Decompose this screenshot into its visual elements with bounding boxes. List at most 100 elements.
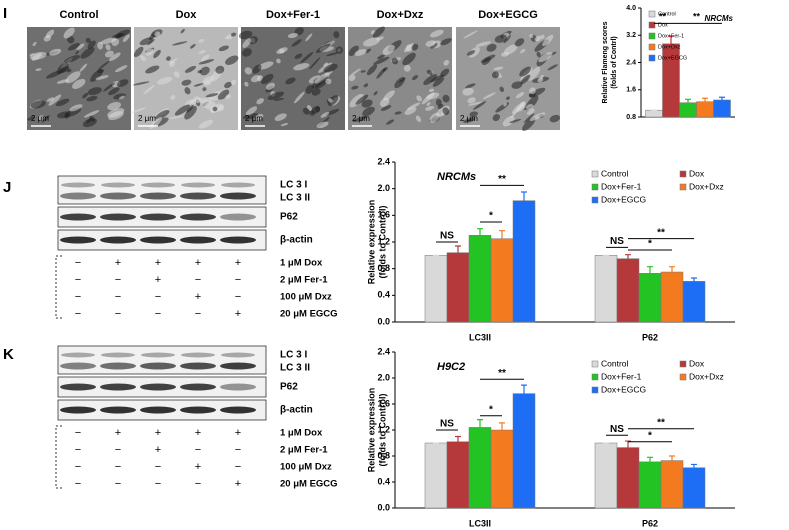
texture: [394, 111, 402, 115]
x-tick-label: P62: [642, 518, 658, 528]
legend-swatch: [648, 54, 656, 62]
texture: [105, 44, 111, 51]
treatment-mark: +: [115, 257, 121, 269]
treatment-mark: +: [195, 257, 201, 269]
texture: [538, 51, 553, 63]
treatment-mark: −: [155, 291, 161, 303]
texture: [109, 52, 121, 61]
texture: [225, 55, 239, 65]
texture: [547, 64, 558, 71]
texture: [443, 60, 450, 66]
treatment-mark: −: [195, 274, 201, 286]
texture: [361, 99, 373, 108]
texture: [139, 37, 153, 46]
micrograph-label: Dox: [176, 9, 198, 21]
band: [60, 192, 96, 200]
texture: [155, 109, 170, 120]
band: [220, 192, 256, 200]
y-tick-label: 1.6: [377, 398, 390, 408]
bar: [660, 271, 684, 323]
y-tick-label: 0.4: [377, 290, 390, 300]
treatment-mark: −: [235, 291, 241, 303]
significance-label: **: [657, 227, 665, 238]
treatment-mark: +: [195, 291, 201, 303]
bar: [424, 255, 448, 323]
texture: [480, 54, 496, 63]
texture: [467, 97, 476, 104]
legend-label: Control: [601, 168, 629, 178]
texture: [97, 60, 110, 70]
bar: [490, 238, 514, 323]
texture: [145, 48, 154, 56]
texture: [360, 70, 366, 73]
texture: [107, 102, 122, 111]
treatment-mark: −: [195, 478, 201, 490]
significance-label: NS: [610, 236, 624, 247]
texture: [506, 96, 510, 100]
texture: [172, 41, 188, 46]
bar: [645, 109, 663, 118]
texture: [520, 74, 531, 85]
y-axis-label: Relative expression: [366, 200, 376, 285]
texture: [181, 79, 192, 86]
texture: [248, 36, 258, 45]
significance-label: NS: [440, 419, 454, 430]
texture: [198, 59, 215, 65]
texture: [520, 48, 526, 54]
texture: [45, 29, 55, 38]
texture: [376, 36, 384, 41]
treatment-mark: −: [75, 478, 81, 490]
texture: [224, 81, 233, 89]
texture: [354, 49, 367, 56]
texture: [440, 38, 452, 46]
texture: [107, 108, 125, 118]
texture: [404, 107, 417, 115]
texture: [202, 76, 215, 84]
error-bar: [521, 384, 527, 394]
band: [140, 383, 176, 391]
texture: [363, 37, 381, 47]
legend-swatch: [591, 386, 599, 394]
band-label: P62: [280, 382, 298, 393]
bar: [446, 441, 470, 509]
texture: [198, 50, 206, 54]
texture: [83, 110, 100, 118]
y-tick-label: 2.0: [377, 372, 390, 382]
band-label: β-actin: [280, 235, 313, 246]
texture: [415, 115, 422, 123]
legend-swatch: [591, 170, 599, 178]
texture: [411, 43, 419, 51]
y-tick-label: 4.0: [626, 5, 636, 12]
treatment-mark: −: [235, 274, 241, 286]
texture: [293, 63, 310, 71]
texture: [225, 34, 232, 40]
texture: [494, 34, 508, 43]
bar: [713, 99, 731, 118]
texture: [405, 44, 414, 52]
texture: [503, 34, 511, 44]
band: [101, 182, 135, 188]
treatment-label: 20 μM EGCG: [280, 309, 338, 320]
texture: [85, 37, 91, 44]
bar: [512, 200, 536, 323]
texture: [382, 44, 395, 55]
texture: [482, 92, 496, 100]
texture: [169, 58, 178, 64]
bar: [512, 393, 536, 509]
texture: [65, 71, 81, 84]
bar: [682, 281, 706, 323]
texture: [64, 55, 81, 63]
texture: [184, 87, 191, 95]
band: [140, 406, 176, 414]
bar: [638, 461, 662, 509]
texture: [82, 92, 89, 99]
significance-label: **: [498, 174, 506, 185]
texture: [475, 41, 491, 47]
texture: [198, 38, 205, 43]
legend-swatch: [679, 170, 687, 178]
legend-label: Control: [658, 11, 676, 17]
band: [220, 362, 256, 370]
panel-label: I: [3, 5, 7, 22]
texture: [351, 85, 359, 90]
texture: [67, 35, 75, 44]
